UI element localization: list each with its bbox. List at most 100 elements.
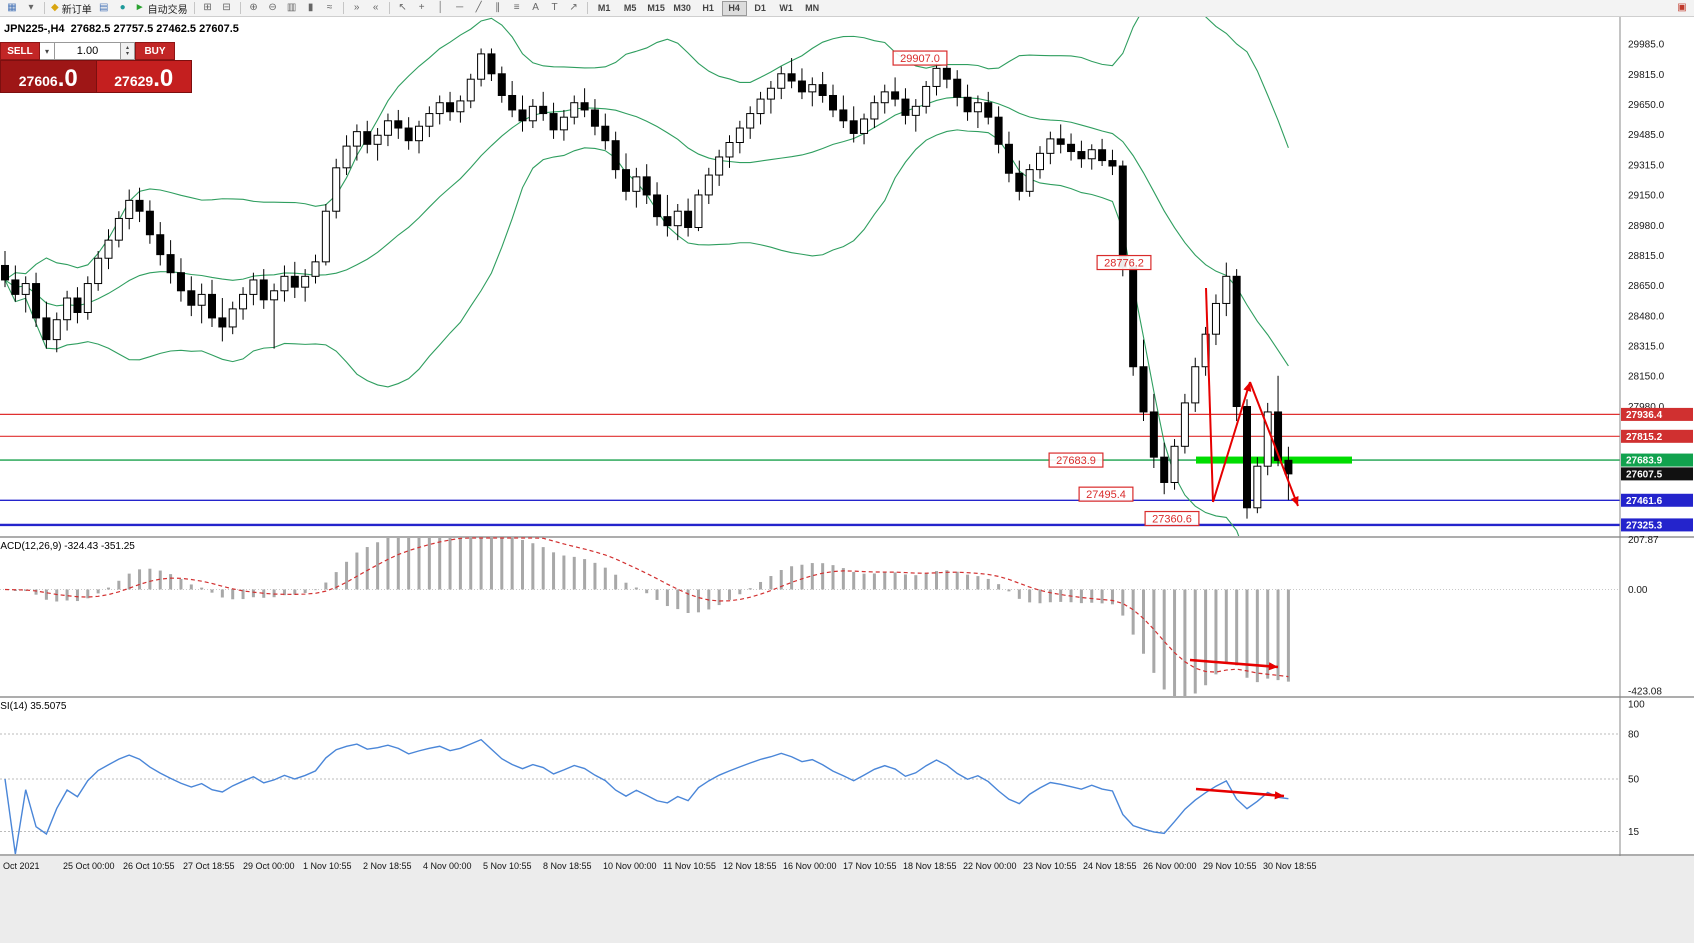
timeframe-m15[interactable]: M15 (647, 3, 665, 13)
price-callout[interactable]: 29907.0 (892, 50, 948, 66)
candlestick-chart-button[interactable]: ▮ (302, 1, 320, 16)
auto-scroll-button[interactable]: » (348, 1, 366, 16)
svg-text:29 Oct 00:00: 29 Oct 00:00 (243, 861, 295, 871)
trendline-icon: ╱ (475, 2, 482, 13)
buy-button[interactable]: BUY (135, 42, 175, 60)
tile-windows-button[interactable]: ⊞ (199, 1, 217, 16)
svg-text:Oct 2021: Oct 2021 (3, 861, 40, 871)
svg-text:27936.4: 27936.4 (1626, 410, 1663, 421)
stepper-up-icon[interactable]: ▴ (125, 45, 129, 51)
svg-text:28315.0: 28315.0 (1628, 341, 1665, 352)
crosshair-button[interactable]: + (413, 1, 431, 16)
bar-chart-button[interactable]: ▥ (283, 1, 301, 16)
alert-button[interactable]: ● (114, 1, 132, 16)
svg-text:30 Nov 18:55: 30 Nov 18:55 (1263, 861, 1317, 871)
rebound-arrow[interactable] (1212, 381, 1251, 503)
timeframe-d1[interactable]: D1 (754, 3, 766, 13)
panel-splitter[interactable] (0, 854, 1694, 856)
fibonacci-button[interactable]: ≡ (508, 1, 526, 16)
timeframe-m1[interactable]: M1 (597, 3, 611, 13)
price-drop-line[interactable] (1205, 287, 1214, 503)
chart-window-icon: ▤ (98, 2, 109, 13)
svg-text:25 Oct 00:00: 25 Oct 00:00 (63, 861, 115, 871)
svg-text:29815.0: 29815.0 (1628, 70, 1665, 81)
panel-splitter[interactable] (0, 536, 1694, 538)
svg-text:29 Nov 10:55: 29 Nov 10:55 (1203, 861, 1257, 871)
macd-arrow[interactable] (1189, 658, 1279, 669)
svg-text:28776.2: 28776.2 (1104, 258, 1144, 270)
trendline-button[interactable]: ╱ (470, 1, 488, 16)
volume-input[interactable] (55, 42, 121, 60)
zoom-out-button[interactable]: ⊖ (264, 1, 282, 16)
new-order-button[interactable]: ◆ 新订单 (49, 1, 94, 16)
stepper-down-icon[interactable]: ▾ (125, 51, 129, 57)
support-zone-line[interactable] (1196, 456, 1352, 464)
price-callout[interactable]: 28776.2 (1096, 254, 1152, 271)
svg-text:-423.08: -423.08 (1628, 686, 1662, 697)
timeframe-h4[interactable]: H4 (721, 0, 747, 16)
vertical-line-button[interactable]: │ (432, 1, 450, 16)
alert-icon: ● (119, 2, 126, 13)
sell-button[interactable]: SELL (0, 42, 40, 60)
window-background (0, 875, 1694, 943)
chart-canvas[interactable]: 29985.0 29815.0 29650.0 29485.0 29315.0 29150… (0, 17, 1694, 875)
horizontal-line-icon: ─ (456, 2, 464, 13)
auto-trading-button-label: 自动交易 (147, 4, 188, 16)
svg-text:2 Nov 18:55: 2 Nov 18:55 (363, 861, 412, 871)
channel-button[interactable]: ∥ (489, 1, 507, 16)
price-callout[interactable]: 27683.9 (1048, 452, 1104, 468)
text-button[interactable]: A (527, 1, 545, 16)
svg-text:10 Nov 00:00: 10 Nov 00:00 (603, 861, 657, 871)
svg-text:27 Oct 18:55: 27 Oct 18:55 (183, 861, 235, 871)
toolbar-separator (586, 2, 588, 14)
svg-text:26 Nov 00:00: 26 Nov 00:00 (1143, 861, 1197, 871)
decline-arrow[interactable] (1249, 381, 1299, 507)
time-axis[interactable]: Oct 2021 25 Oct 00:00 26 Oct 10:55 27 Oct 1… (3, 861, 1317, 871)
auto-trading-button[interactable]: ► 自动交易 (133, 1, 190, 16)
svg-text:29150.0: 29150.0 (1628, 190, 1665, 201)
cascade-windows-button[interactable]: ⊟ (218, 1, 236, 16)
timeframe-m30[interactable]: M30 (673, 3, 691, 13)
chart-title: JPN225-,H4 27682.5 27757.5 27462.5 27607… (4, 23, 239, 35)
svg-text:4 Nov 00:00: 4 Nov 00:00 (423, 861, 472, 871)
profile-dropdown-icon: ▾ (28, 2, 34, 13)
sell-price-panel[interactable]: 27606.0 (0, 60, 96, 93)
chart-window[interactable]: 29985.0 29815.0 29650.0 29485.0 29315.0 29150… (0, 17, 1694, 875)
price-tag: 27325.3 (1621, 518, 1693, 532)
vertical-line-icon: │ (437, 2, 444, 13)
rsi-label: RSI(14) 35.5075 (0, 701, 67, 712)
arrows-tool-button[interactable]: ↗ (565, 1, 583, 16)
price-callout[interactable]: 27360.6 (1144, 510, 1200, 527)
price-axis[interactable]: 29985.0 29815.0 29650.0 29485.0 29315.0 29150… (1628, 39, 1665, 838)
chart-window-button[interactable]: ▤ (95, 1, 113, 16)
buy-price-panel[interactable]: 27629.0 (95, 60, 192, 93)
timeframe-m5[interactable]: M5 (623, 3, 637, 13)
charts-grid-button[interactable]: ▦ (3, 1, 21, 16)
svg-text:16 Nov 00:00: 16 Nov 00:00 (783, 861, 837, 871)
rsi-arrow[interactable] (1195, 787, 1285, 798)
svg-text:29485.0: 29485.0 (1628, 130, 1665, 141)
macd-label: MACD(12,26,9) -324.43 -351.25 (0, 541, 135, 552)
timeframe-mn[interactable]: MN (805, 3, 820, 13)
tile-windows-icon: ⊞ (203, 2, 212, 13)
price-callout[interactable]: 27495.4 (1078, 486, 1134, 502)
sell-price-fraction: .0 (57, 65, 78, 93)
fibonacci-icon: ≡ (513, 2, 520, 13)
timeframe-h1[interactable]: H1 (702, 3, 714, 13)
chart-shift-button[interactable]: « (367, 1, 385, 16)
svg-text:207.87: 207.87 (1628, 535, 1659, 546)
macd-arrow-head (1268, 662, 1278, 671)
order-dropdown[interactable]: ▾ (40, 42, 55, 60)
macd-histogram (13, 538, 1290, 696)
panel-toggle-button[interactable]: ▣ (1673, 1, 1691, 16)
panel-splitter[interactable] (0, 696, 1694, 698)
line-chart-button[interactable]: ≈ (321, 1, 339, 16)
horizontal-line-button[interactable]: ─ (451, 1, 469, 16)
profile-dropdown-button[interactable]: ▾ (22, 1, 40, 16)
label-button[interactable]: T (546, 1, 564, 16)
zoom-in-button[interactable]: ⊕ (245, 1, 263, 16)
auto-trading-icon: ► (134, 2, 145, 13)
timeframe-w1[interactable]: W1 (779, 3, 793, 13)
cursor-button[interactable]: ↖ (394, 1, 412, 16)
volume-stepper[interactable]: ▴ ▾ (121, 42, 135, 60)
